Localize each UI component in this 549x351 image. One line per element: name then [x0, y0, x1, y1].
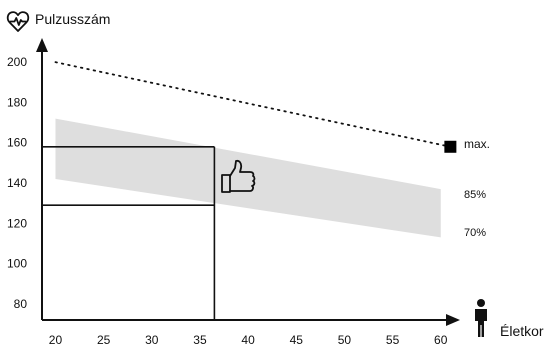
y-tick-label: 80: [14, 297, 28, 311]
x-tick-label: 60: [434, 333, 448, 347]
y-tick-label: 140: [7, 176, 27, 190]
training-zone-band: [55, 118, 441, 238]
y-tick-label: 100: [7, 257, 27, 271]
max-label: max.: [464, 137, 490, 151]
y-axis-arrowhead: [36, 38, 48, 52]
person-icon: [475, 299, 487, 337]
max-hr-marker: [444, 140, 457, 153]
max-hr-dotted-line: [54, 61, 452, 148]
thumbs-up-icon: [221, 159, 256, 193]
band-upper-label: 85%: [464, 189, 486, 201]
x-tick-label: 45: [290, 333, 304, 347]
x-tick-label: 50: [338, 333, 352, 347]
x-tick-label: 55: [386, 333, 400, 347]
x-tick-label: 35: [193, 333, 207, 347]
x-tick-label: 25: [97, 333, 111, 347]
x-tick-label: 30: [145, 333, 159, 347]
heart-pulse-icon: [6, 11, 30, 32]
y-axis-title: Pulzusszám: [35, 11, 110, 27]
x-tick-label: 20: [49, 333, 63, 347]
x-tick-label: 40: [241, 333, 255, 347]
x-axis-title: Életkor: [500, 323, 544, 339]
y-tick-label: 160: [7, 136, 27, 150]
band-lower-label: 70%: [464, 227, 486, 239]
y-tick-label: 180: [7, 95, 27, 109]
y-tick-label: 200: [7, 55, 27, 69]
y-tick-label: 120: [7, 216, 27, 230]
x-axis-arrowhead: [446, 314, 460, 326]
